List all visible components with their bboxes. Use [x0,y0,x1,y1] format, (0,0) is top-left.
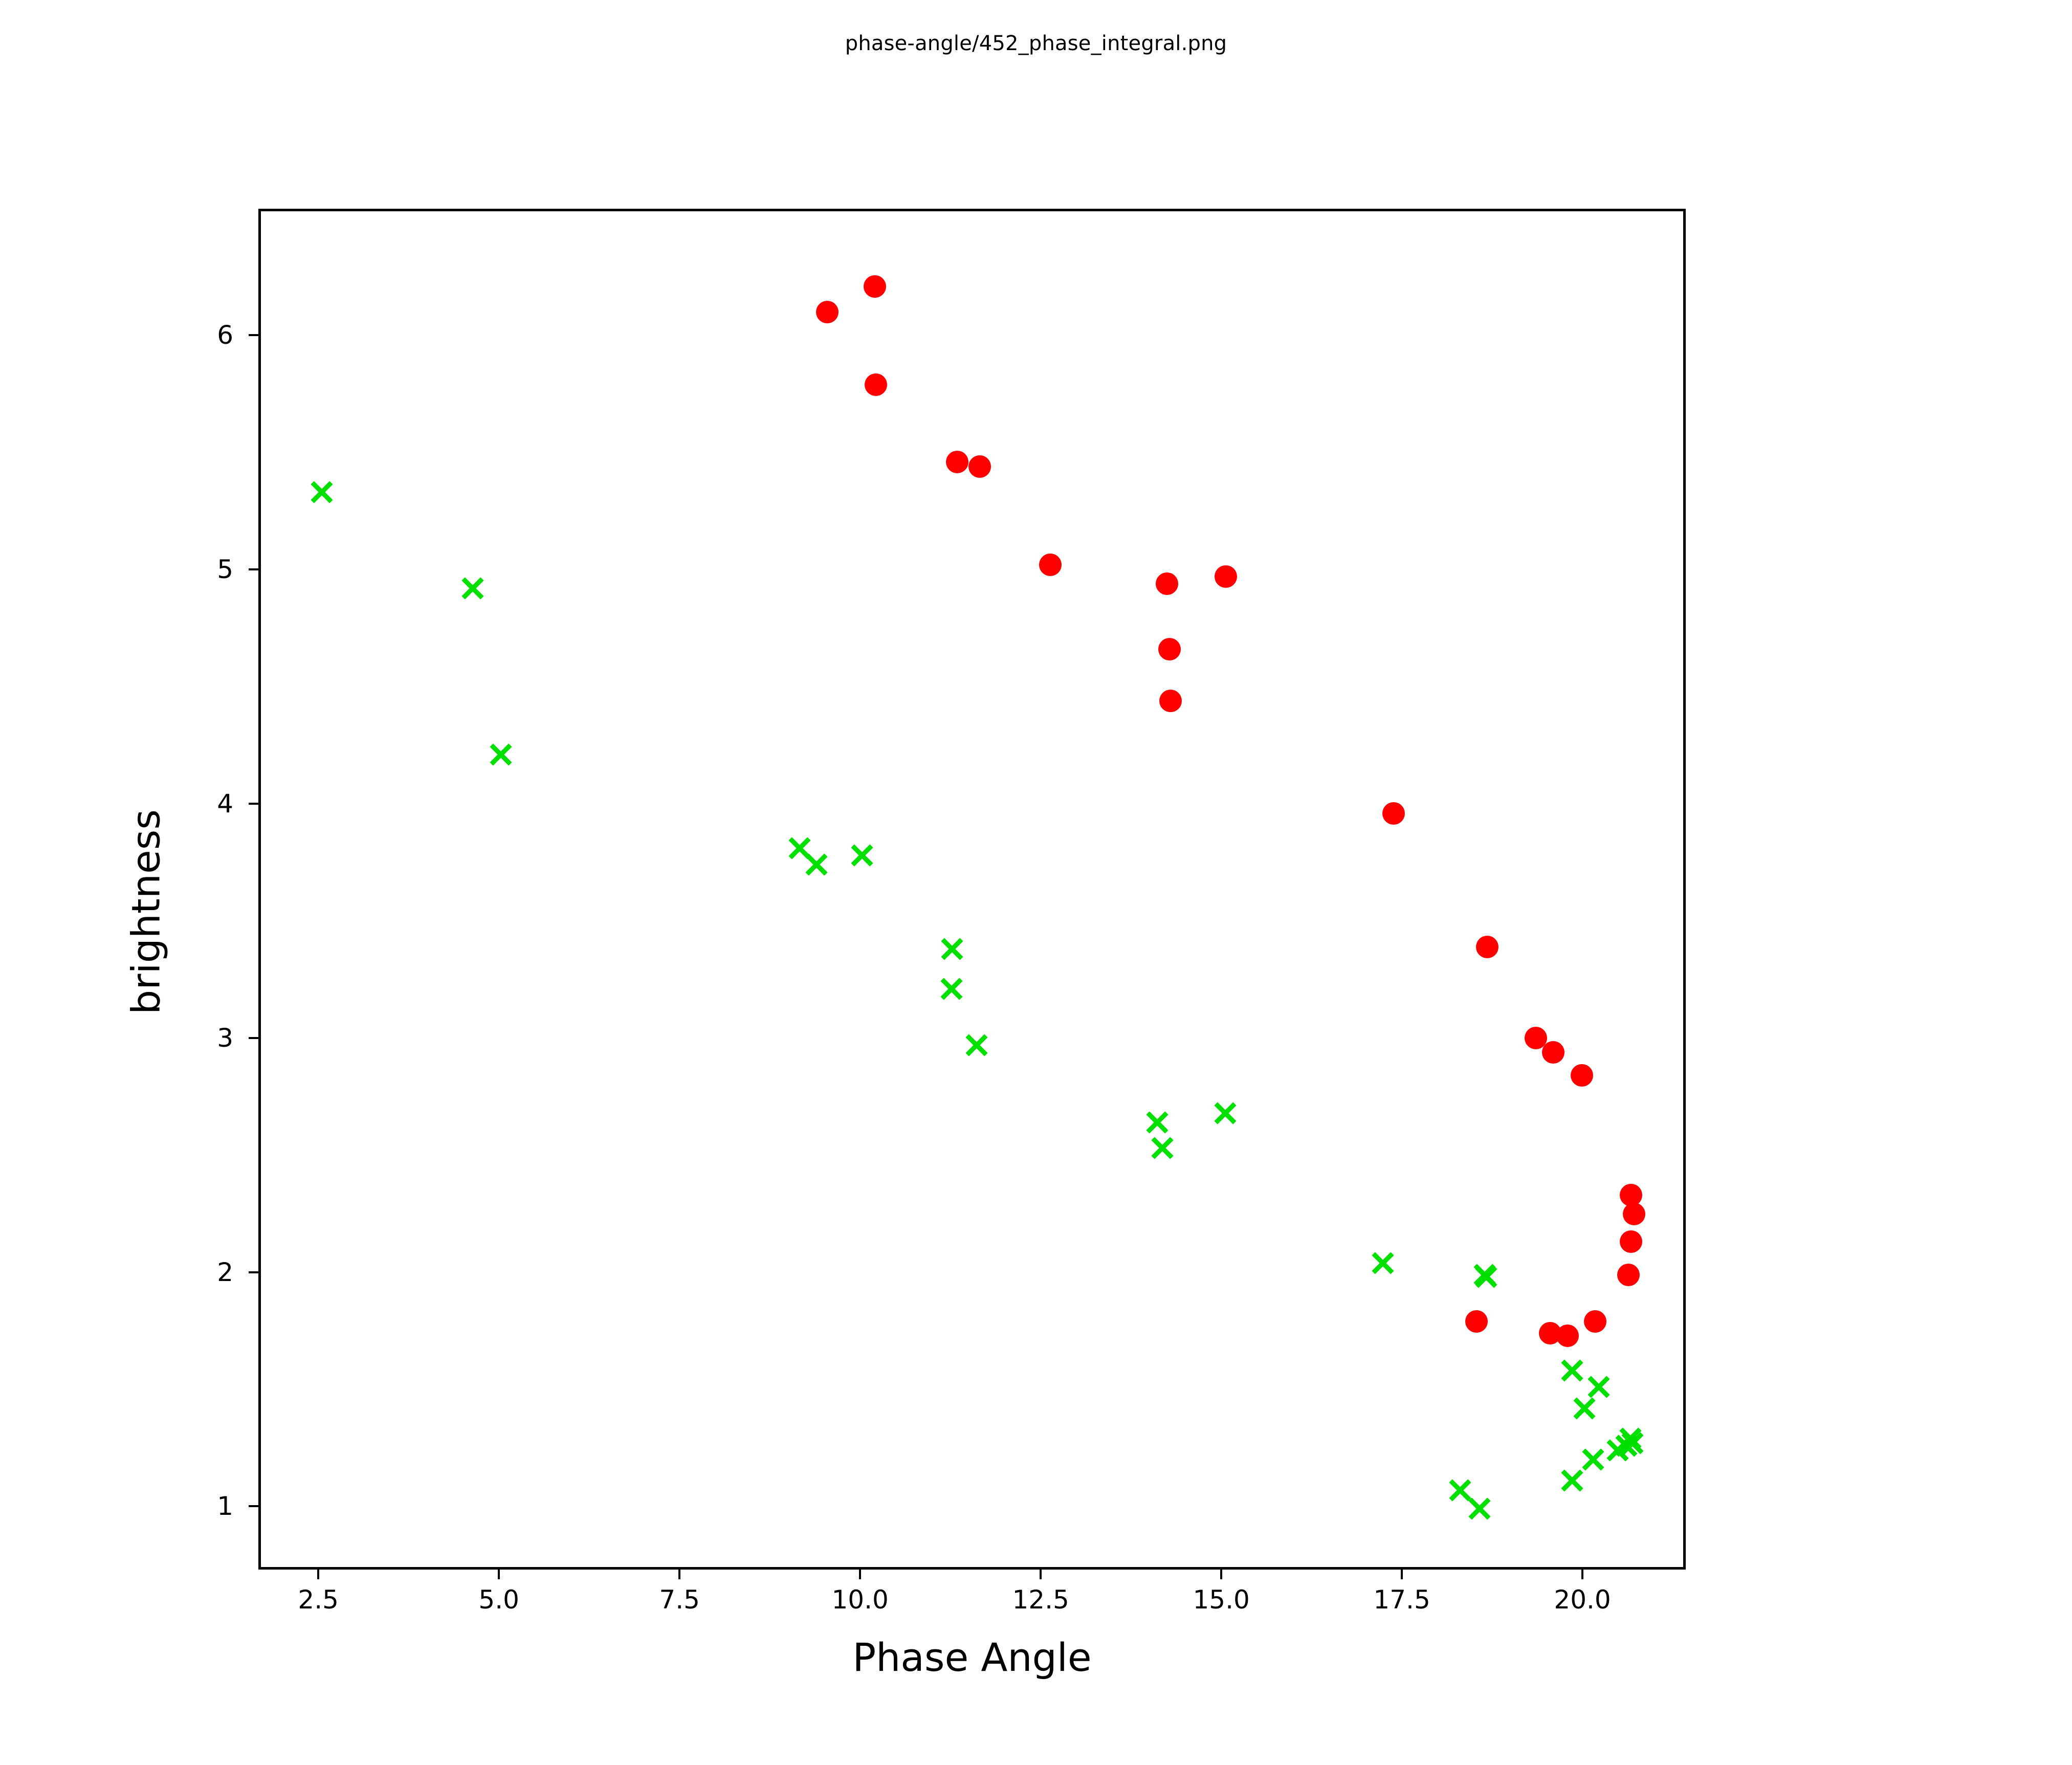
x-tick-mark [498,1570,500,1579]
data-point-cross [803,851,830,878]
data-point-circle [1571,1064,1594,1087]
data-point-circle [1215,565,1238,588]
x-tick-mark [678,1570,681,1579]
data-point-circle [864,275,887,298]
plot-area [258,209,1686,1570]
y-tick-mark [249,568,258,571]
y-tick-label: 5 [217,555,233,585]
data-point-cross [1212,1100,1239,1127]
y-axis-label: brightness [123,809,169,1014]
data-point-circle [1623,1202,1646,1225]
x-tick-label: 5.0 [478,1585,519,1615]
y-tick-label: 1 [217,1491,233,1521]
figure-title: phase-angle/452_phase_integral.png [845,32,1227,55]
x-tick-label: 12.5 [1012,1585,1069,1615]
data-point-cross [963,1032,990,1058]
y-tick-mark [249,1271,258,1273]
data-point-circle [1617,1263,1640,1286]
y-tick-mark [249,802,258,805]
data-point-cross [308,479,335,505]
y-tick-label: 3 [217,1023,233,1053]
data-point-cross [1571,1395,1598,1422]
data-point-circle [1476,935,1499,958]
data-point-circle [1541,1041,1564,1064]
x-tick-label: 17.5 [1373,1585,1430,1615]
y-tick-mark [249,1505,258,1508]
x-tick-mark [1040,1570,1042,1579]
data-point-circle [1382,802,1405,825]
data-point-cross [1149,1135,1176,1161]
data-point-cross [1370,1250,1396,1276]
data-point-circle [815,300,839,323]
data-points-layer [261,211,1683,1567]
y-tick-label: 4 [217,788,233,819]
data-point-cross [849,842,875,869]
x-tick-mark [1581,1570,1584,1579]
data-point-circle [1556,1324,1579,1347]
x-tick-mark [1220,1570,1223,1579]
data-point-circle [968,455,991,478]
data-point-cross [1466,1495,1493,1522]
data-point-circle [864,373,887,396]
data-point-cross [939,936,965,962]
data-point-cross [1559,1467,1585,1494]
x-tick-label: 7.5 [659,1585,700,1615]
y-tick-mark [249,1036,258,1039]
x-tick-mark [1401,1570,1403,1579]
data-point-circle [1159,689,1182,712]
data-point-cross [1604,1437,1631,1464]
y-tick-label: 6 [217,320,233,350]
data-point-cross [938,976,965,1002]
data-point-cross [1559,1357,1585,1384]
data-point-circle [1158,638,1181,661]
data-point-circle [1620,1230,1643,1253]
y-tick-mark [249,334,258,337]
x-tick-mark [317,1570,320,1579]
data-point-circle [1039,554,1062,577]
x-axis-label: Phase Angle [852,1635,1092,1680]
data-point-cross [488,741,514,768]
y-tick-label: 2 [217,1257,233,1287]
data-point-circle [1465,1310,1488,1333]
data-point-cross [1473,1264,1500,1290]
x-tick-label: 20.0 [1554,1585,1611,1615]
x-tick-label: 15.0 [1193,1585,1250,1615]
data-point-cross [1144,1109,1171,1136]
x-tick-label: 2.5 [298,1585,339,1615]
data-point-cross [459,575,486,602]
x-tick-label: 10.0 [831,1585,889,1615]
data-point-circle [946,450,969,473]
x-tick-mark [859,1570,862,1579]
data-point-circle [1155,572,1178,595]
data-point-circle [1583,1310,1606,1333]
